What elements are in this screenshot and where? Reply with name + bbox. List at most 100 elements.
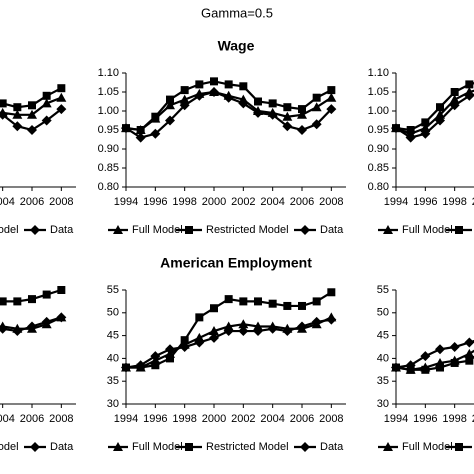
legend-label: Data — [50, 224, 74, 236]
series-line — [395, 349, 474, 371]
x-tick-label: 1994 — [384, 196, 408, 208]
marker-square — [312, 93, 321, 102]
marker-square — [185, 226, 193, 234]
x-tick-label: 2004 — [260, 196, 284, 208]
marker-diamond — [311, 119, 322, 130]
marker-square — [254, 297, 262, 306]
y-tick-label: 0.85 — [368, 162, 389, 174]
x-tick-label: 2008 — [319, 413, 343, 425]
series-line — [395, 82, 474, 132]
marker-diamond — [420, 351, 431, 362]
marker-square — [436, 103, 444, 112]
x-tick-label: 1996 — [413, 413, 437, 425]
marker-triangle — [27, 109, 37, 119]
series-line — [0, 288, 62, 303]
marker-triangle — [253, 321, 263, 331]
x-tick-label: 1998 — [172, 413, 196, 425]
marker-diamond — [297, 321, 307, 332]
marker-diamond — [0, 323, 8, 334]
marker-triangle — [420, 123, 431, 133]
x-tick-label: 1994 — [114, 413, 138, 425]
marker-square — [421, 365, 430, 374]
legend-label: Restricted Model — [206, 224, 289, 236]
marker-triangle — [223, 321, 234, 331]
marker-square — [268, 99, 277, 108]
marker-square — [151, 361, 160, 370]
x-tick-label: 1998 — [442, 196, 466, 208]
y-tick-label: 1.05 — [98, 86, 119, 98]
y-tick-label: 35 — [107, 375, 119, 387]
marker-square — [312, 297, 321, 306]
marker-diamond — [179, 100, 190, 111]
marker-square — [195, 313, 204, 322]
marker-diamond — [267, 323, 278, 334]
marker-square — [224, 295, 233, 304]
marker-square — [166, 354, 174, 363]
marker-triangle — [464, 348, 474, 358]
marker-diamond — [420, 128, 431, 139]
marker-triangle — [297, 109, 307, 119]
marker-square — [0, 99, 7, 108]
y-tick-label: 0.85 — [98, 162, 119, 174]
marker-square — [283, 301, 292, 310]
y-tick-label: 0.95 — [98, 124, 119, 136]
x-tick-label: 2006 — [20, 413, 44, 425]
marker-square — [180, 86, 189, 95]
x-tick-label: 1996 — [413, 196, 437, 208]
legend-label: Full Model — [402, 224, 453, 236]
y-tick-label: 0.95 — [368, 124, 389, 136]
y-tick-label: 45 — [107, 330, 119, 342]
marker-square — [455, 226, 463, 234]
x-tick-label: 2000 — [202, 413, 226, 425]
chart-title: American Employment — [160, 255, 312, 271]
marker-square — [0, 297, 7, 306]
y-tick-label: 40 — [107, 352, 119, 364]
marker-diamond — [253, 326, 263, 337]
marker-square — [254, 97, 262, 106]
x-tick-label: 1998 — [172, 196, 196, 208]
x-tick-label: 2000 — [202, 196, 226, 208]
marker-diamond — [179, 342, 190, 352]
marker-diamond — [0, 109, 8, 120]
marker-square — [151, 112, 160, 121]
marker-diamond — [12, 121, 23, 132]
marker-square — [210, 304, 218, 313]
legend-label: Restricted Model — [206, 441, 289, 453]
y-tick-label: 30 — [107, 398, 119, 410]
marker-triangle — [41, 98, 52, 108]
x-tick-label: 1996 — [143, 196, 167, 208]
chart-title: Wage — [218, 38, 255, 54]
marker-triangle — [179, 94, 190, 104]
legend-label: Data — [50, 441, 74, 453]
y-tick-label: 0.90 — [368, 143, 389, 155]
chart-panel: Am30354045505519941996199820002002200420… — [377, 284, 474, 453]
x-tick-label: 1994 — [114, 196, 138, 208]
marker-diamond — [56, 104, 67, 115]
x-tick-label: 1998 — [442, 413, 466, 425]
marker-diamond — [238, 98, 249, 109]
marker-diamond — [135, 360, 146, 371]
marker-square — [13, 297, 22, 306]
marker-triangle — [165, 100, 175, 110]
y-tick-label: 1.00 — [98, 105, 119, 117]
marker-diamond — [311, 316, 322, 327]
x-tick-label: 2002 — [231, 413, 255, 425]
chart-panel: 0.80 0.85 0.90 0.95 1.00 1.05 1.10 1994 1996 1998… — [368, 67, 474, 236]
marker-square — [436, 363, 444, 372]
series-line — [0, 96, 62, 116]
marker-triangle — [238, 319, 249, 329]
marker-diamond — [435, 115, 445, 126]
marker-diamond — [449, 342, 460, 352]
x-tick-label: 2006 — [290, 413, 314, 425]
marker-triangle — [56, 92, 67, 102]
marker-diamond — [223, 92, 234, 103]
marker-square — [195, 80, 204, 89]
marker-diamond — [12, 326, 23, 337]
legend-label: Restricted Model — [0, 441, 19, 453]
legend-label: Full Model — [132, 224, 183, 236]
x-tick-label: 2008 — [49, 196, 73, 208]
marker-square — [224, 80, 233, 89]
marker-square — [180, 336, 189, 345]
marker-diamond — [253, 107, 263, 118]
